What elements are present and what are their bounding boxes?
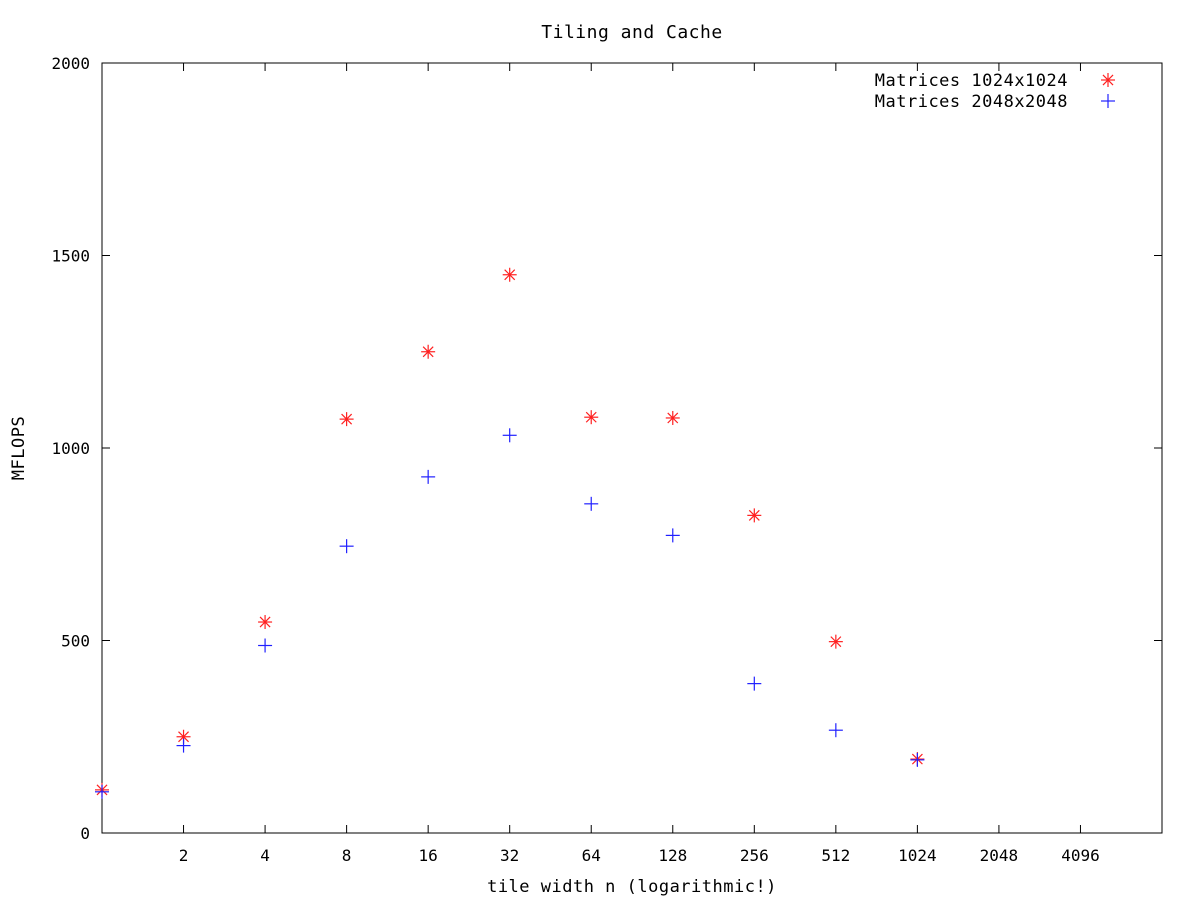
y-tick-label: 2000: [51, 54, 90, 73]
x-tick-label: 2048: [980, 846, 1019, 865]
x-tick-label: 16: [419, 846, 438, 865]
x-tick-label: 32: [500, 846, 519, 865]
x-tick-label: 128: [658, 846, 687, 865]
x-axis-label: tile width n (logarithmic!): [487, 877, 777, 897]
x-tick-label: 8: [342, 846, 352, 865]
x-tick-label: 256: [740, 846, 769, 865]
data-points: [95, 267, 925, 799]
x-axis-ticks: 2 4 8 16 32 64 128 256 512 1024 2048 4096: [179, 63, 1100, 865]
data-point-series-2: [910, 752, 925, 767]
data-point-series-2: [828, 723, 843, 738]
data-point-series-2: [747, 676, 762, 691]
data-point-series-1: [584, 410, 599, 425]
legend-marker: [1101, 94, 1115, 108]
y-tick-label: 1000: [51, 439, 90, 458]
chart-title: Tiling and Cache: [541, 22, 722, 43]
data-point-series-2: [584, 496, 599, 511]
x-tick-label: 64: [582, 846, 601, 865]
data-point-series-2: [421, 469, 436, 484]
data-point-series-2: [502, 428, 517, 443]
data-point-series-1: [258, 615, 273, 630]
x-tick-label: 1024: [898, 846, 937, 865]
data-point-series-1: [502, 267, 517, 282]
data-point-series-1: [421, 344, 436, 359]
plot-frame: [101, 62, 1163, 834]
data-point-series-2: [258, 638, 273, 653]
y-tick-label: 500: [61, 632, 90, 651]
data-point-series-1: [339, 412, 354, 427]
legend-label: Matrices 1024x1024: [875, 71, 1068, 91]
x-tick-label: 4: [260, 846, 270, 865]
data-point-series-2: [665, 528, 680, 543]
y-axis-label: MFLOPS: [9, 416, 29, 480]
x-tick-label: 512: [821, 846, 850, 865]
data-point-series-1: [665, 410, 680, 425]
legend-marker: [1101, 73, 1115, 87]
data-point-series-2: [95, 784, 109, 799]
y-axis-ticks: 0 500 1000 1500 2000: [51, 54, 1162, 843]
data-point-series-2: [339, 539, 354, 554]
legend-label: Matrices 2048x2048: [875, 92, 1068, 112]
data-point-series-1: [828, 634, 843, 649]
data-point-series-2: [176, 738, 191, 753]
x-tick-label: 4096: [1061, 846, 1100, 865]
x-tick-label: 2: [179, 846, 189, 865]
y-tick-label: 0: [80, 824, 90, 843]
y-tick-label: 1500: [51, 247, 90, 266]
data-point-series-1: [747, 508, 762, 523]
